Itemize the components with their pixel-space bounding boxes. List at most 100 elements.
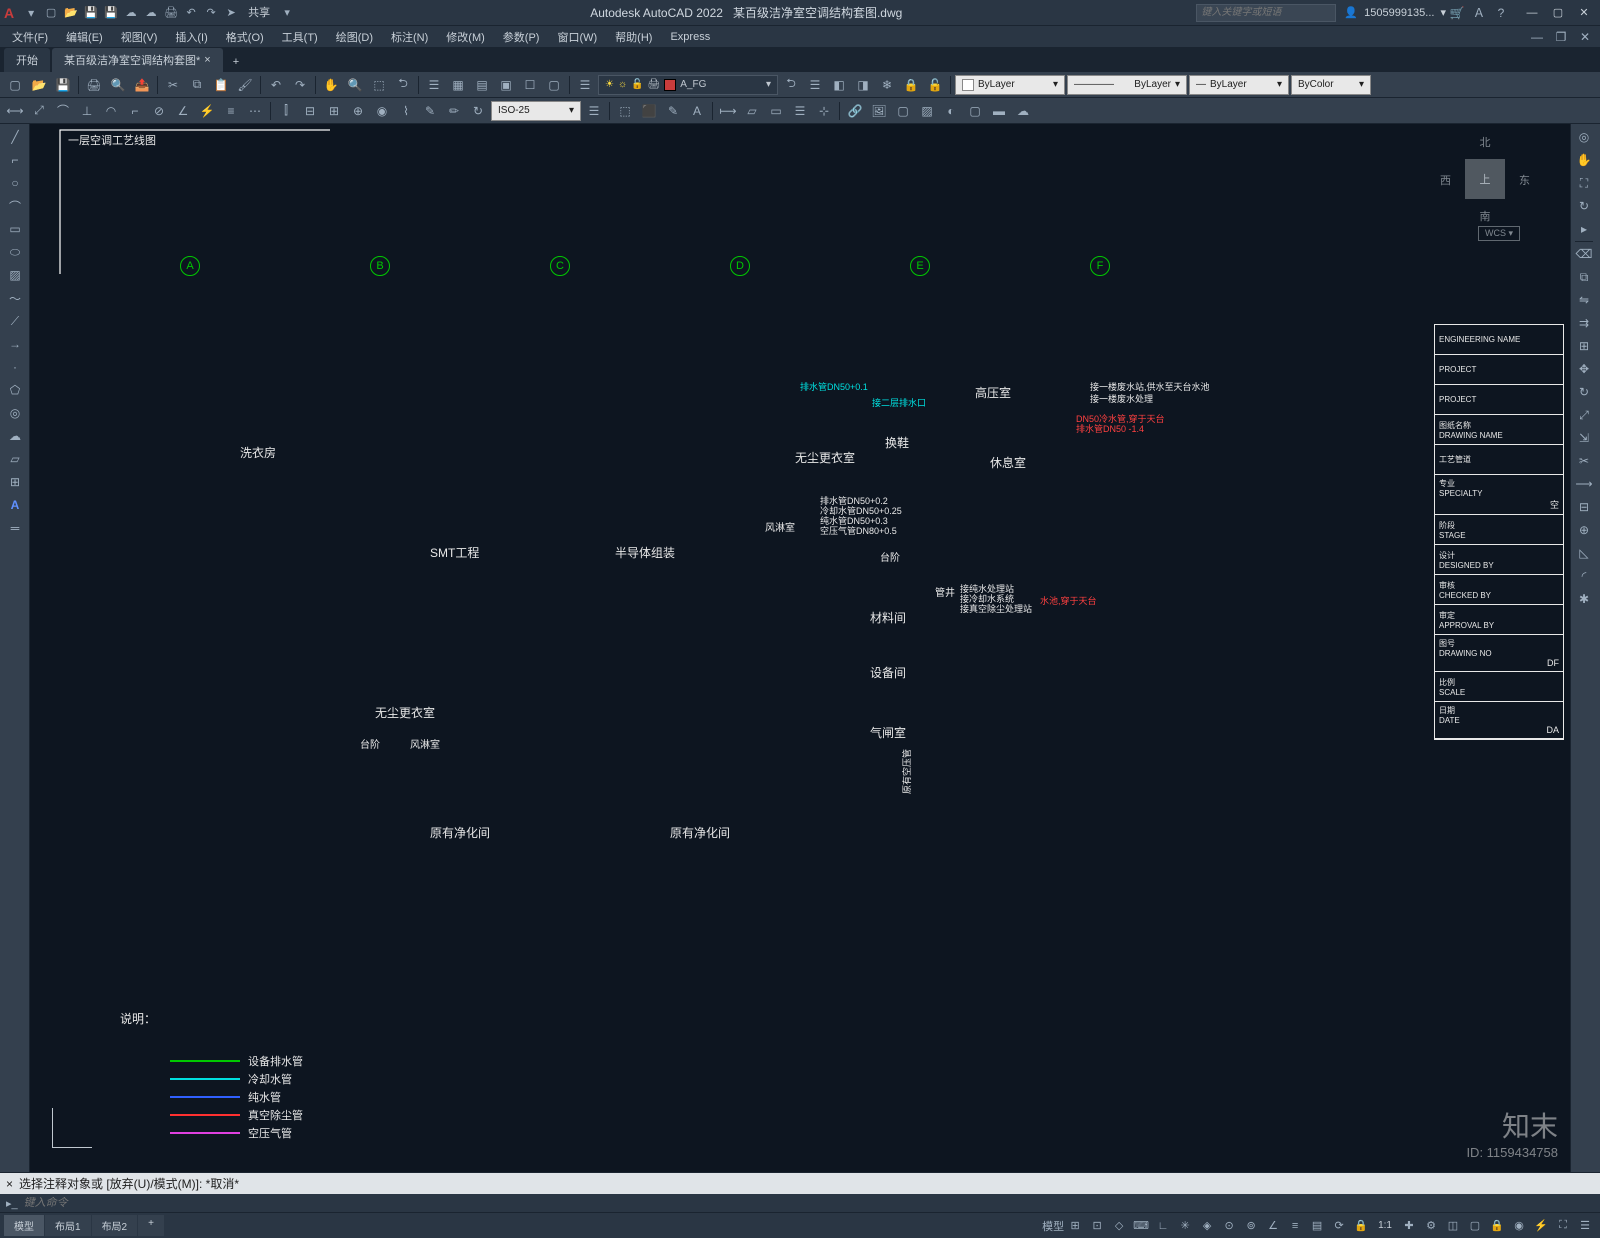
viewcube-east[interactable]: 东 (1519, 172, 1530, 188)
rectangle-button[interactable]: ▭ (2, 218, 28, 240)
dimstyle-dropdown[interactable]: ISO-25▾ (491, 101, 581, 121)
erase-button[interactable]: ⌫ (1573, 243, 1595, 265)
zoom-extents-button[interactable]: ⛶ (1573, 172, 1595, 194)
dim-diameter-button[interactable]: ⊘ (148, 100, 170, 122)
zoom-button[interactable]: 🔍 (344, 74, 366, 96)
rotate-button[interactable]: ↻ (1573, 381, 1595, 403)
hatch-draw-button[interactable]: ▨ (2, 264, 28, 286)
join-button[interactable]: ⊕ (1573, 519, 1595, 541)
stretch-button[interactable]: ⇲ (1573, 427, 1595, 449)
dim-linear-button[interactable]: ⟷ (4, 100, 26, 122)
copy-button[interactable]: ⧉ (186, 74, 208, 96)
menu-draw[interactable]: 绘图(D) (328, 27, 381, 47)
preview-button[interactable]: 🔍 (107, 74, 129, 96)
viewcube-north[interactable]: 北 (1480, 134, 1491, 150)
layer-off-button[interactable]: ◨ (852, 74, 874, 96)
move-button[interactable]: ✥ (1573, 358, 1595, 380)
scale-button[interactable]: ⤢ (1573, 404, 1595, 426)
layer-iso-button[interactable]: ◧ (828, 74, 850, 96)
zoom-window-button[interactable]: ⬚ (368, 74, 390, 96)
image-button[interactable]: 🖼 (868, 100, 890, 122)
designcenter-button[interactable]: ▦ (447, 74, 469, 96)
new-button[interactable]: ▢ (4, 74, 26, 96)
layer-unlock-button[interactable]: 🔓 (924, 74, 946, 96)
save-button[interactable]: 💾 (52, 74, 74, 96)
layer-lock-button[interactable]: 🔒 (900, 74, 922, 96)
autodesk-app-icon[interactable]: 🛒 (1446, 2, 1468, 24)
publish-button[interactable]: 📤 (131, 74, 153, 96)
dim-jogged-button[interactable]: ⌐ (124, 100, 146, 122)
command-input[interactable] (24, 1197, 1594, 1209)
viewcube-south[interactable]: 南 (1480, 208, 1491, 224)
boundary-button[interactable]: ▢ (964, 100, 986, 122)
revcloud-button[interactable]: ☁ (1012, 100, 1034, 122)
xref-button[interactable]: 🔗 (844, 100, 866, 122)
xline-button[interactable]: ⟋ (2, 310, 28, 332)
stay-connected-icon[interactable]: Ａ (1468, 2, 1490, 24)
plotstyle-dropdown[interactable]: ByColor▾ (1291, 75, 1371, 95)
wipeout-button[interactable]: ▬ (988, 100, 1010, 122)
markup-button[interactable]: ☐ (519, 74, 541, 96)
lineweight-dropdown[interactable]: —ByLayer▾ (1189, 75, 1289, 95)
color-dropdown[interactable]: ByLayer▾ (955, 75, 1065, 95)
menu-view[interactable]: 视图(V) (113, 27, 166, 47)
quickcalc-button[interactable]: ▢ (543, 74, 565, 96)
maximize-button[interactable]: ▢ (1546, 4, 1570, 22)
wcs-badge[interactable]: WCS ▾ (1478, 226, 1520, 241)
ray-button[interactable]: → (2, 333, 28, 355)
hatch-button[interactable]: ▨ (916, 100, 938, 122)
dim-break-button[interactable]: ⊟ (299, 100, 321, 122)
menu-modify[interactable]: 修改(M) (438, 27, 493, 47)
insert-block-button[interactable]: ⬚ (614, 100, 636, 122)
dim-space-button[interactable]: ⫿ (275, 100, 297, 122)
table-button[interactable]: ⊞ (2, 471, 28, 493)
share-icon[interactable]: ➤ (222, 4, 240, 22)
share-label[interactable]: 共享 (248, 4, 270, 22)
distance-button[interactable]: ⟼ (717, 100, 739, 122)
polygon-button[interactable]: ⬠ (2, 379, 28, 401)
undo-icon[interactable]: ↶ (182, 4, 200, 22)
layer-states-button[interactable]: ☰ (804, 74, 826, 96)
close-button[interactable]: ✕ (1572, 4, 1596, 22)
revcloud-draw-button[interactable]: ☁ (2, 425, 28, 447)
dimupdate-button[interactable]: ↻ (467, 100, 489, 122)
menu-window[interactable]: 窗口(W) (549, 27, 605, 47)
file-tab-close-icon[interactable]: × (204, 54, 210, 66)
doc-close-button[interactable]: ✕ (1574, 26, 1596, 48)
saveas-icon[interactable]: 💾 (102, 4, 120, 22)
region-draw-button[interactable]: ▱ (2, 448, 28, 470)
point-button[interactable]: · (2, 356, 28, 378)
doc-minimize-button[interactable]: — (1526, 26, 1548, 48)
array-button[interactable]: ⊞ (1573, 335, 1595, 357)
qat-dropdown[interactable]: ▾ (20, 2, 42, 24)
dim-angular-button[interactable]: ∠ (172, 100, 194, 122)
matchprop-button[interactable]: 🖌 (234, 74, 256, 96)
menu-format[interactable]: 格式(O) (218, 27, 272, 47)
trim-button[interactable]: ✂ (1573, 450, 1595, 472)
pan-right-button[interactable]: ✋ (1573, 149, 1595, 171)
field-button[interactable]: ▢ (892, 100, 914, 122)
user-menu[interactable]: 👤 1505999135... ▾ (1344, 6, 1446, 19)
gradient-button[interactable]: ◐ (940, 100, 962, 122)
cut-button[interactable]: ✂ (162, 74, 184, 96)
arc-button[interactable]: ⌒ (2, 195, 28, 217)
help-search-input[interactable] (1196, 4, 1336, 22)
dimedit-button[interactable]: ✎ (419, 100, 441, 122)
layer-manager-button[interactable]: ☰ (574, 74, 596, 96)
ucs-icon[interactable] (48, 1102, 98, 1152)
pan-button[interactable]: ✋ (320, 74, 342, 96)
menu-express[interactable]: Express (662, 29, 718, 45)
menu-edit[interactable]: 编辑(E) (58, 27, 111, 47)
properties-button[interactable]: ☰ (423, 74, 445, 96)
undo-button[interactable]: ↶ (265, 74, 287, 96)
start-tab[interactable]: 开始 (4, 48, 50, 72)
dim-radius-button[interactable]: ◠ (100, 100, 122, 122)
dimtedit-button[interactable]: ✏ (443, 100, 465, 122)
web-save-icon[interactable]: ☁ (142, 4, 160, 22)
paste-button[interactable]: 📋 (210, 74, 232, 96)
zoom-prev-button[interactable]: ⮌ (392, 74, 414, 96)
mtext-button[interactable]: A (2, 494, 28, 516)
cmd-close-icon[interactable]: × (6, 1177, 13, 1191)
edit-block-button[interactable]: ✎ (662, 100, 684, 122)
save-icon[interactable]: 💾 (82, 4, 100, 22)
